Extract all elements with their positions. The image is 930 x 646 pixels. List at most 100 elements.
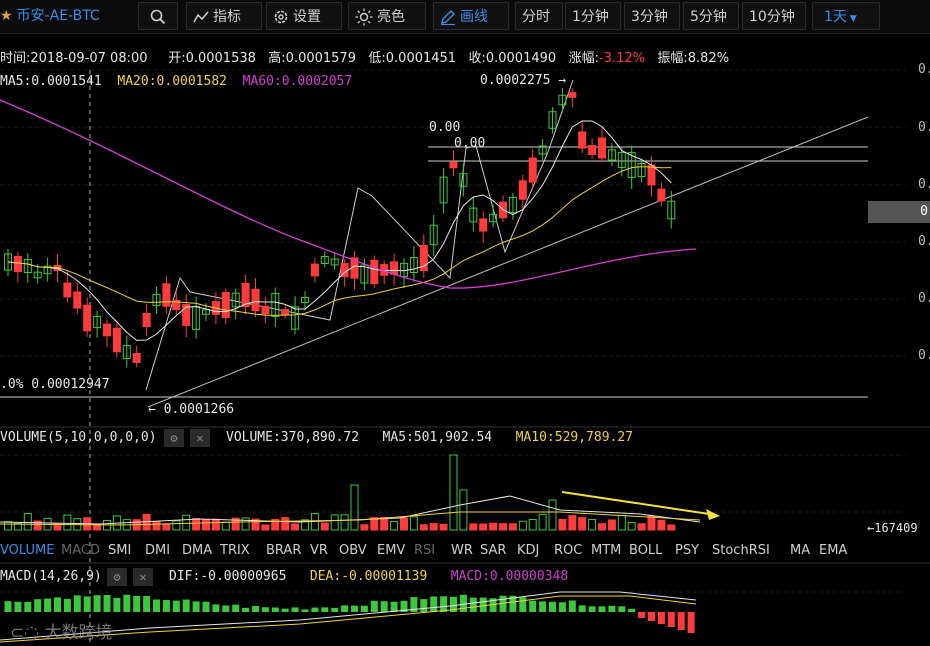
macd-histogram-bar [113, 597, 121, 612]
volume-bar [33, 520, 42, 531]
macd-histogram-bar [400, 600, 408, 612]
tab-obv[interactable]: OBV [339, 543, 367, 558]
candle-body [657, 188, 666, 202]
macd-histogram-bar [54, 597, 61, 612]
macd-histogram-bar [479, 597, 487, 612]
ohlc-info: 时间:2018-09-07 08:00 开:0.0001538 高:0.0001… [0, 47, 729, 66]
macd-histogram-bar [450, 596, 457, 612]
tab-roc[interactable]: ROC [554, 543, 583, 558]
macd-histogram-bar [261, 607, 269, 612]
volume-bar [23, 512, 32, 531]
candle-body [202, 309, 210, 315]
candle-body [122, 345, 131, 359]
tab-brar[interactable]: BRAR [266, 543, 302, 558]
settings-button[interactable]: 设置 [266, 2, 342, 30]
volume-bar [657, 519, 666, 531]
macd-settings-button[interactable]: ⚙ [107, 568, 127, 586]
macd-histogram-bar [608, 605, 616, 612]
interval-tab-3min[interactable]: 3分钟 [624, 2, 680, 30]
volume-trend-arrow [561, 491, 717, 516]
interval-tab-5min[interactable]: 5分钟 [683, 2, 739, 30]
tab-ma[interactable]: MA [790, 543, 811, 558]
symbol-selector[interactable]: ★ 币安-AE-BTC [0, 2, 100, 30]
volume-bar [439, 523, 448, 531]
macd-histogram-bar [133, 595, 141, 612]
macd-histogram-bar [73, 595, 81, 612]
volume-settings-button[interactable]: ⚙ [164, 429, 184, 447]
tab-sar[interactable]: SAR [480, 543, 507, 558]
macd-histogram-bar [311, 607, 319, 612]
sun-icon [355, 8, 373, 26]
volume-bar [301, 519, 309, 531]
macd-histogram-bar [489, 598, 497, 612]
volume-bar [251, 518, 260, 531]
tab-mtm[interactable]: MTM [591, 543, 622, 558]
tab-vr[interactable]: VR [310, 543, 328, 558]
volume-bar [152, 521, 161, 531]
macd-histogram-bar [212, 604, 220, 612]
macd-close-button[interactable]: ✕ [133, 568, 153, 586]
indicator-tabs: VOLUME MACD SMI DMI DMA TRIX BRAR VR OBV… [0, 541, 930, 561]
tab-kdj[interactable]: KDJ [517, 543, 540, 558]
volume-values: VOLUME:370,890.72 MA5:501,902.54 MA10:52… [226, 430, 633, 445]
candle-body [538, 145, 547, 155]
volume-bar [627, 522, 636, 531]
low-price-marker: ← 0.0001266 [148, 402, 235, 417]
macd-histogram-bar [242, 607, 250, 612]
tab-smi[interactable]: SMI [108, 543, 132, 558]
macd-histogram-bar [390, 601, 398, 612]
volume-ma10-line [0, 511, 701, 526]
tab-emv[interactable]: EMV [377, 543, 406, 558]
volume-bar [182, 514, 191, 531]
candle-body [13, 255, 22, 273]
tab-psy[interactable]: PSY [675, 543, 700, 558]
candle-body [33, 271, 42, 279]
tab-volume[interactable]: VOLUME [0, 543, 55, 558]
candle-body [310, 263, 319, 277]
tab-wr[interactable]: WR [451, 543, 473, 558]
toolbar: ★ 币安-AE-BTC 指标 设置 亮色 画线 分时 1分钟 3分钟 5分钟 10… [0, 0, 930, 34]
candle-body [489, 213, 498, 223]
macd-histogram-bar [321, 607, 329, 612]
tab-macd[interactable]: MACD [61, 543, 100, 558]
candle-body [142, 312, 151, 328]
candle-body [607, 149, 616, 161]
tab-ema[interactable]: EMA [819, 543, 848, 558]
change-label: 涨幅: [568, 51, 599, 66]
candle-body [112, 327, 121, 353]
interval-tab-timeshare[interactable]: 分时 [515, 2, 563, 30]
brightness-button[interactable]: 亮色 [348, 2, 426, 30]
tab-boll[interactable]: BOLL [629, 543, 663, 558]
star-icon[interactable]: ★ [0, 8, 13, 24]
volume-bar [291, 523, 300, 531]
candle-body [429, 224, 438, 246]
macd-histogram-bar [351, 605, 358, 612]
interval-tab-10min[interactable]: 10分钟 [742, 2, 806, 30]
macd-histogram-bar [34, 599, 42, 612]
tab-stochrsi[interactable]: StochRSI [712, 543, 770, 558]
indicator-button[interactable]: 指标 [186, 2, 262, 30]
candle-body [63, 282, 72, 298]
volume-bar [281, 517, 290, 531]
macd-dea: DEA:-0.00001139 [309, 569, 428, 584]
interval-tab-1min[interactable]: 1分钟 [565, 2, 621, 30]
candle-body [281, 309, 290, 315]
tab-trix[interactable]: TRIX [220, 543, 250, 558]
tab-dma[interactable]: DMA [182, 543, 213, 558]
search-button[interactable] [138, 2, 178, 30]
candle-body [241, 282, 250, 308]
tab-dmi[interactable]: DMI [145, 543, 171, 558]
candle-body [637, 162, 646, 178]
volume-bar [469, 523, 478, 531]
period-dropdown[interactable]: 1天 ▼ [812, 2, 880, 30]
tab-rsi[interactable]: RSI [414, 543, 436, 558]
candle-body [231, 292, 240, 308]
draw-line-button[interactable]: 画线 [433, 2, 509, 30]
macd-histogram-bar [252, 605, 259, 612]
macd-histogram-bar [558, 602, 566, 612]
candle-body [83, 304, 92, 332]
wave-drawing [145, 79, 574, 391]
volume-close-button[interactable]: ✕ [190, 429, 210, 447]
macd-title: MACD(14,26,9) [0, 569, 102, 584]
